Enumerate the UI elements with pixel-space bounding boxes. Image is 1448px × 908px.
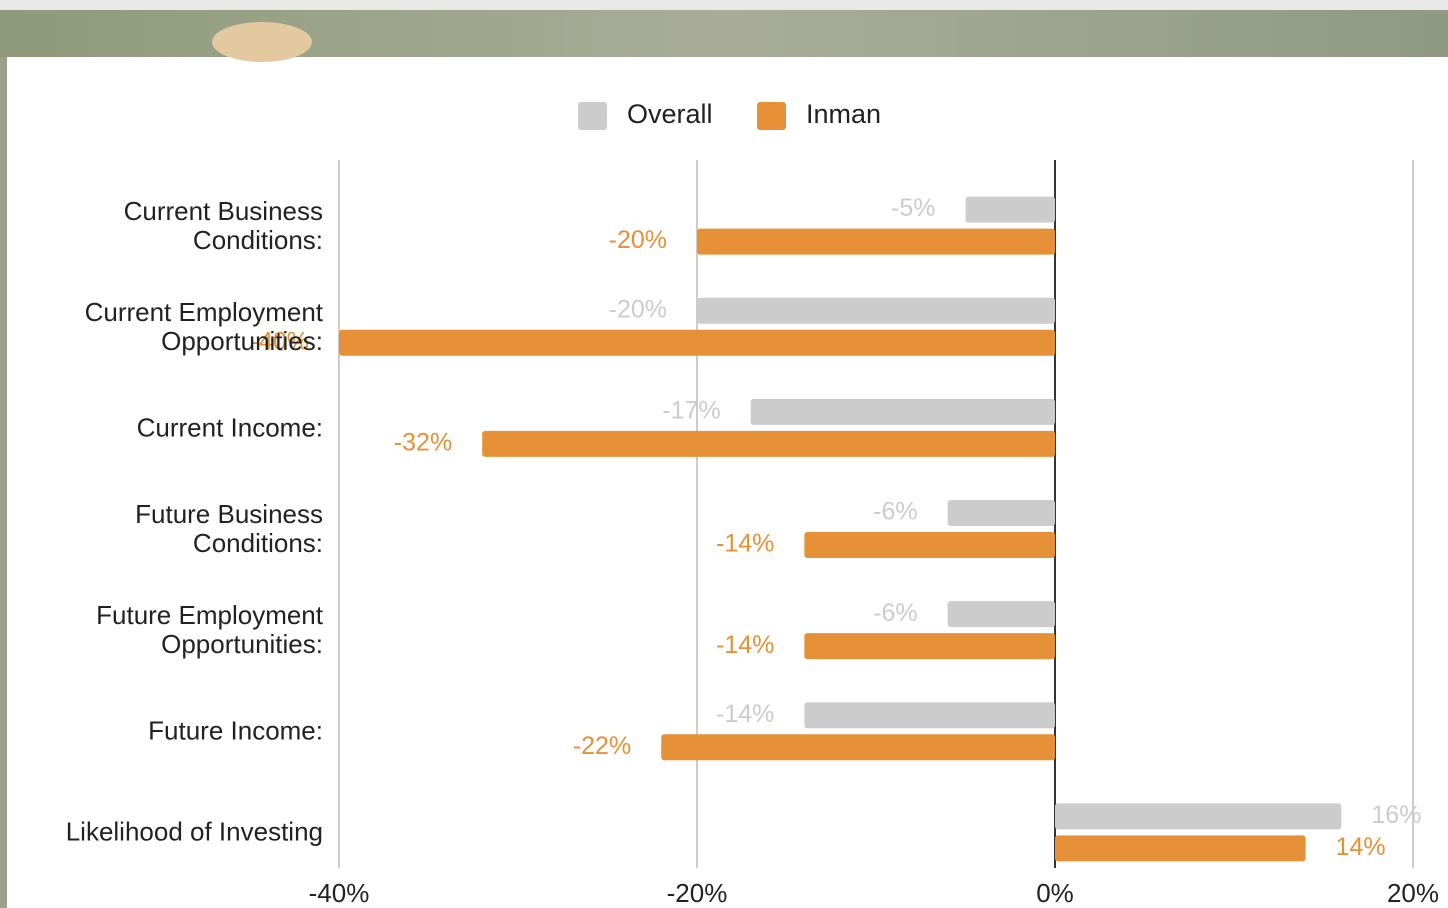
bar [804,633,1055,660]
y-tick-label: Current Business Conditions: [123,195,323,255]
x-tick-label: 0% [1036,878,1074,908]
legend-swatch [757,102,786,130]
value-label: -14% [716,700,774,728]
value-label: -22% [573,732,631,760]
bar [804,702,1055,729]
legend-label: Overall [627,99,713,129]
bar [947,500,1055,526]
value-label: -32% [394,428,452,456]
legend-swatch [578,102,607,130]
bar [697,228,1055,255]
value-label: -20% [609,226,667,254]
legend-label: Inman [806,99,881,129]
x-tick-label: 20% [1387,878,1439,908]
value-label: -14% [716,631,774,659]
bar [661,734,1055,761]
value-label: -5% [891,194,935,222]
bar [804,532,1055,558]
bar [947,601,1055,628]
value-label: 16% [1371,801,1421,829]
top-bar [0,0,1448,10]
y-tick-label: Current Employment Opportunities: [84,296,323,356]
x-tick-label: -40% [309,878,370,908]
bar [1055,835,1306,862]
y-tick-label: Future Business Conditions: [135,499,323,558]
y-tick-label: Likelihood of Investing [65,816,323,847]
value-label: -17% [662,396,720,424]
bar [697,297,1055,324]
value-label: -20% [609,295,667,323]
y-tick-label: Future Employment Opportunities: [96,600,323,660]
left-edge [0,57,7,908]
bar [482,430,1055,457]
water-tower [212,22,312,62]
value-label: -6% [873,599,917,627]
value-label: -14% [716,530,774,558]
y-tick-label: Current Income: [136,412,323,443]
value-label: -6% [873,498,917,526]
value-label: 14% [1336,833,1386,861]
bar [750,398,1055,425]
bar [965,196,1055,223]
value-label: -40% [251,327,309,355]
bar [1055,803,1342,830]
y-tick-label: Future Income: [148,715,323,746]
bar [339,329,1055,356]
x-tick-label: -20% [667,878,728,908]
